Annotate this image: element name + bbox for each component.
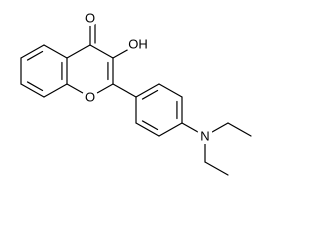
bond bbox=[141, 120, 159, 131]
bond bbox=[66, 44, 91, 59]
bond bbox=[141, 89, 159, 100]
bond bbox=[20, 83, 45, 98]
bond bbox=[66, 83, 91, 98]
bond bbox=[158, 83, 183, 98]
bond bbox=[135, 83, 160, 98]
atom-label: O bbox=[85, 90, 95, 105]
bond bbox=[135, 122, 160, 137]
page: O OH O N (() => { const data = JSON.pars… bbox=[20, 10, 252, 176]
bond bbox=[26, 81, 44, 92]
bond bbox=[26, 50, 44, 61]
bond bbox=[181, 122, 206, 137]
bond bbox=[89, 83, 114, 98]
bond bbox=[20, 44, 45, 59]
bond bbox=[43, 44, 68, 59]
bond bbox=[204, 122, 229, 137]
bond bbox=[204, 161, 229, 176]
molecule-diagram: O OH O N bbox=[20, 10, 252, 176]
atom-label: O bbox=[85, 11, 95, 26]
bond bbox=[89, 44, 114, 59]
atom-label: N bbox=[200, 129, 209, 144]
bond bbox=[43, 83, 68, 98]
bond bbox=[112, 83, 137, 98]
bonds bbox=[20, 19, 252, 176]
bond bbox=[227, 122, 252, 137]
bond bbox=[158, 122, 183, 137]
atom-label: OH bbox=[128, 37, 148, 52]
bond bbox=[112, 44, 137, 59]
